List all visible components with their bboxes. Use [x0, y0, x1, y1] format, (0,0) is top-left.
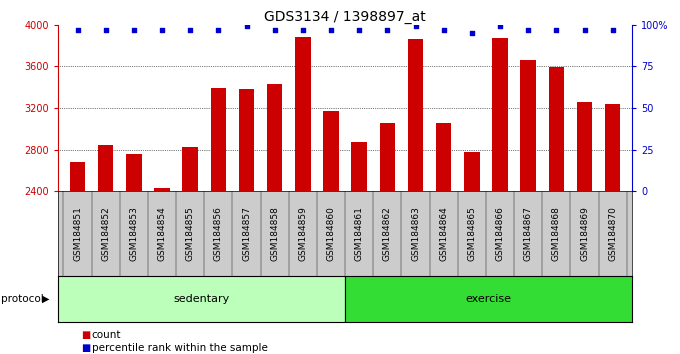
Point: [579, 27, 590, 33]
Bar: [492, 38, 508, 354]
Text: ■: ■: [82, 330, 91, 339]
Text: exercise: exercise: [466, 294, 512, 304]
Bar: [520, 60, 536, 354]
Text: GSM184867: GSM184867: [524, 206, 532, 261]
Point: [607, 27, 618, 33]
Point: [100, 27, 111, 33]
Text: GSM184857: GSM184857: [242, 206, 251, 261]
Text: GSM184863: GSM184863: [411, 206, 420, 261]
Bar: [436, 122, 452, 354]
Text: GSM184852: GSM184852: [101, 206, 110, 261]
Text: GSM184858: GSM184858: [270, 206, 279, 261]
Text: GSM184864: GSM184864: [439, 206, 448, 261]
Text: GSM184865: GSM184865: [467, 206, 477, 261]
Text: protocol: protocol: [1, 294, 44, 304]
Point: [129, 27, 139, 33]
Text: GSM184859: GSM184859: [299, 206, 307, 261]
Point: [185, 27, 196, 33]
Bar: [239, 89, 254, 354]
Text: count: count: [92, 330, 121, 339]
Bar: [323, 111, 339, 354]
Point: [523, 27, 534, 33]
Title: GDS3134 / 1398897_at: GDS3134 / 1398897_at: [265, 10, 426, 24]
Point: [326, 27, 337, 33]
Bar: [352, 142, 367, 354]
Text: GSM184862: GSM184862: [383, 206, 392, 261]
Text: ▶: ▶: [42, 294, 50, 304]
Text: GSM184869: GSM184869: [580, 206, 589, 261]
Point: [297, 27, 308, 33]
Bar: [295, 37, 311, 354]
Bar: [379, 122, 395, 354]
Bar: [408, 39, 423, 354]
Bar: [605, 104, 620, 354]
Point: [241, 24, 252, 29]
Bar: [267, 84, 282, 354]
Bar: [549, 67, 564, 354]
Point: [382, 27, 393, 33]
Bar: [464, 152, 479, 354]
Point: [72, 27, 83, 33]
Bar: [182, 148, 198, 354]
Point: [213, 27, 224, 33]
Point: [269, 27, 280, 33]
Point: [466, 30, 477, 36]
Point: [354, 27, 364, 33]
Text: GSM184855: GSM184855: [186, 206, 194, 261]
Point: [494, 24, 505, 29]
Text: GSM184860: GSM184860: [326, 206, 335, 261]
Text: GSM184856: GSM184856: [214, 206, 223, 261]
Text: GSM184870: GSM184870: [608, 206, 617, 261]
Bar: [98, 145, 114, 354]
Bar: [211, 88, 226, 354]
Point: [410, 24, 421, 29]
Bar: [577, 102, 592, 354]
Text: GSM184851: GSM184851: [73, 206, 82, 261]
Text: GSM184866: GSM184866: [496, 206, 505, 261]
Text: percentile rank within the sample: percentile rank within the sample: [92, 343, 268, 353]
Text: GSM184868: GSM184868: [552, 206, 561, 261]
Text: GSM184861: GSM184861: [355, 206, 364, 261]
Point: [438, 27, 449, 33]
Bar: [70, 162, 85, 354]
Bar: [126, 154, 141, 354]
Text: GSM184853: GSM184853: [129, 206, 138, 261]
Bar: [154, 188, 170, 354]
Point: [156, 27, 167, 33]
Text: GSM184854: GSM184854: [158, 206, 167, 261]
Text: sedentary: sedentary: [173, 294, 230, 304]
Point: [551, 27, 562, 33]
Text: ■: ■: [82, 343, 91, 353]
